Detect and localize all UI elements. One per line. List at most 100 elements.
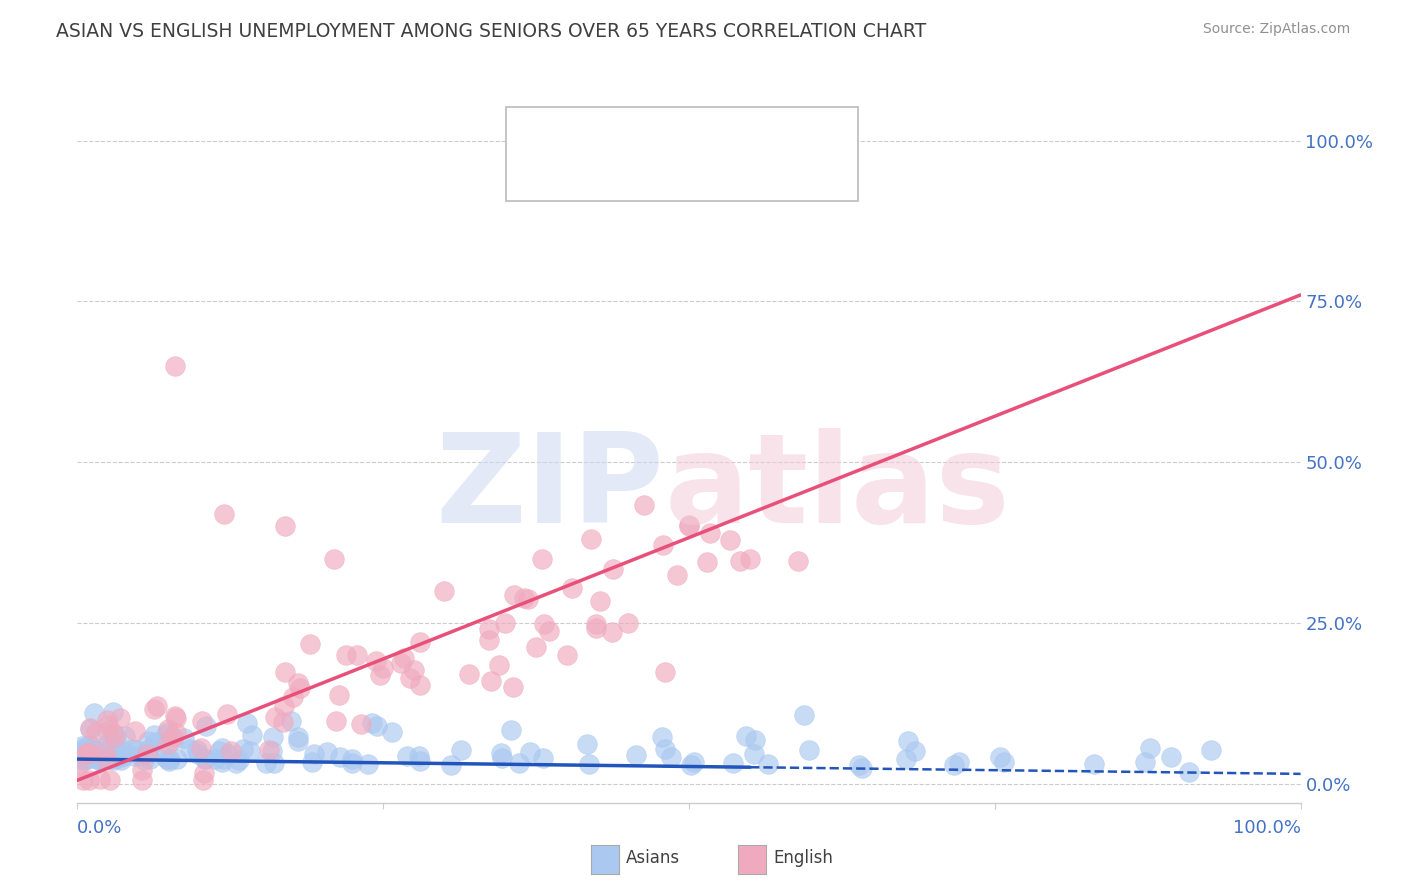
Point <box>1083 756 1105 771</box>
Point <box>440 757 463 772</box>
Point <box>389 656 412 670</box>
Point <box>793 708 815 723</box>
Point <box>110 754 132 768</box>
Point <box>131 773 153 788</box>
Point <box>97 737 120 751</box>
Point <box>1201 742 1223 756</box>
Point <box>699 526 721 541</box>
Point <box>654 742 676 756</box>
Point <box>212 752 235 766</box>
Point <box>508 756 530 771</box>
Point <box>988 749 1011 764</box>
Point <box>585 621 607 635</box>
Point <box>491 750 513 764</box>
Point <box>537 624 560 638</box>
Point <box>533 617 555 632</box>
Point <box>666 568 689 582</box>
Point <box>204 752 226 766</box>
Point <box>728 554 751 568</box>
Point <box>155 728 177 742</box>
Point <box>86 747 108 761</box>
Point <box>274 665 297 679</box>
Point <box>128 748 150 763</box>
Point <box>96 752 118 766</box>
Point <box>450 743 472 757</box>
Point <box>323 551 346 566</box>
Text: Source: ZipAtlas.com: Source: ZipAtlas.com <box>1202 22 1350 37</box>
Point <box>696 555 718 569</box>
Point <box>103 751 125 765</box>
Point <box>678 518 700 533</box>
Point <box>263 710 285 724</box>
Point <box>368 668 391 682</box>
Point <box>163 709 186 723</box>
Point <box>943 758 966 772</box>
Point <box>287 734 309 748</box>
Point <box>157 737 180 751</box>
Text: Asians: Asians <box>626 849 679 867</box>
Point <box>495 615 517 630</box>
Text: R = -0.194: R = -0.194 <box>564 128 661 145</box>
Point <box>491 746 513 760</box>
Point <box>517 591 540 606</box>
Point <box>87 752 110 766</box>
Point <box>104 731 127 745</box>
Point <box>602 625 624 640</box>
Point <box>409 635 432 649</box>
Point <box>79 722 101 736</box>
Point <box>531 751 554 765</box>
Point <box>145 698 167 713</box>
Point <box>67 760 90 774</box>
Point <box>457 667 479 681</box>
Point <box>744 732 766 747</box>
Point <box>555 648 578 662</box>
Point <box>340 756 363 770</box>
Point <box>756 757 779 772</box>
Point <box>240 728 263 742</box>
Point <box>143 735 166 749</box>
Point <box>111 743 134 757</box>
Point <box>221 744 243 758</box>
Point <box>797 742 820 756</box>
Point <box>165 711 187 725</box>
Text: English: English <box>773 849 834 867</box>
Point <box>287 730 309 744</box>
Point <box>138 742 160 756</box>
Point <box>211 741 233 756</box>
Point <box>1177 764 1199 779</box>
Point <box>232 742 254 756</box>
Point <box>740 551 762 566</box>
Text: ZIP: ZIP <box>436 428 665 549</box>
Point <box>79 721 101 735</box>
Point <box>433 583 456 598</box>
Point <box>96 713 118 727</box>
Point <box>84 744 107 758</box>
Point <box>602 562 624 576</box>
Point <box>288 681 311 695</box>
Point <box>1139 741 1161 756</box>
Point <box>72 773 94 788</box>
Point <box>235 716 257 731</box>
Point <box>165 359 187 373</box>
Point <box>254 756 277 770</box>
Point <box>98 773 121 788</box>
Point <box>73 753 96 767</box>
Point <box>357 756 380 771</box>
Point <box>79 773 101 788</box>
Point <box>519 745 541 759</box>
Text: N =  98: N = 98 <box>731 161 800 178</box>
Point <box>96 724 118 739</box>
Point <box>718 533 741 547</box>
Point <box>135 747 157 762</box>
Point <box>993 756 1015 770</box>
Point <box>80 739 103 753</box>
Point <box>157 755 180 769</box>
Point <box>524 640 547 654</box>
Point <box>162 730 184 744</box>
Point <box>335 648 357 662</box>
Point <box>281 690 304 704</box>
Point <box>531 551 554 566</box>
Point <box>681 758 703 772</box>
Point <box>502 680 524 694</box>
Point <box>346 648 368 662</box>
